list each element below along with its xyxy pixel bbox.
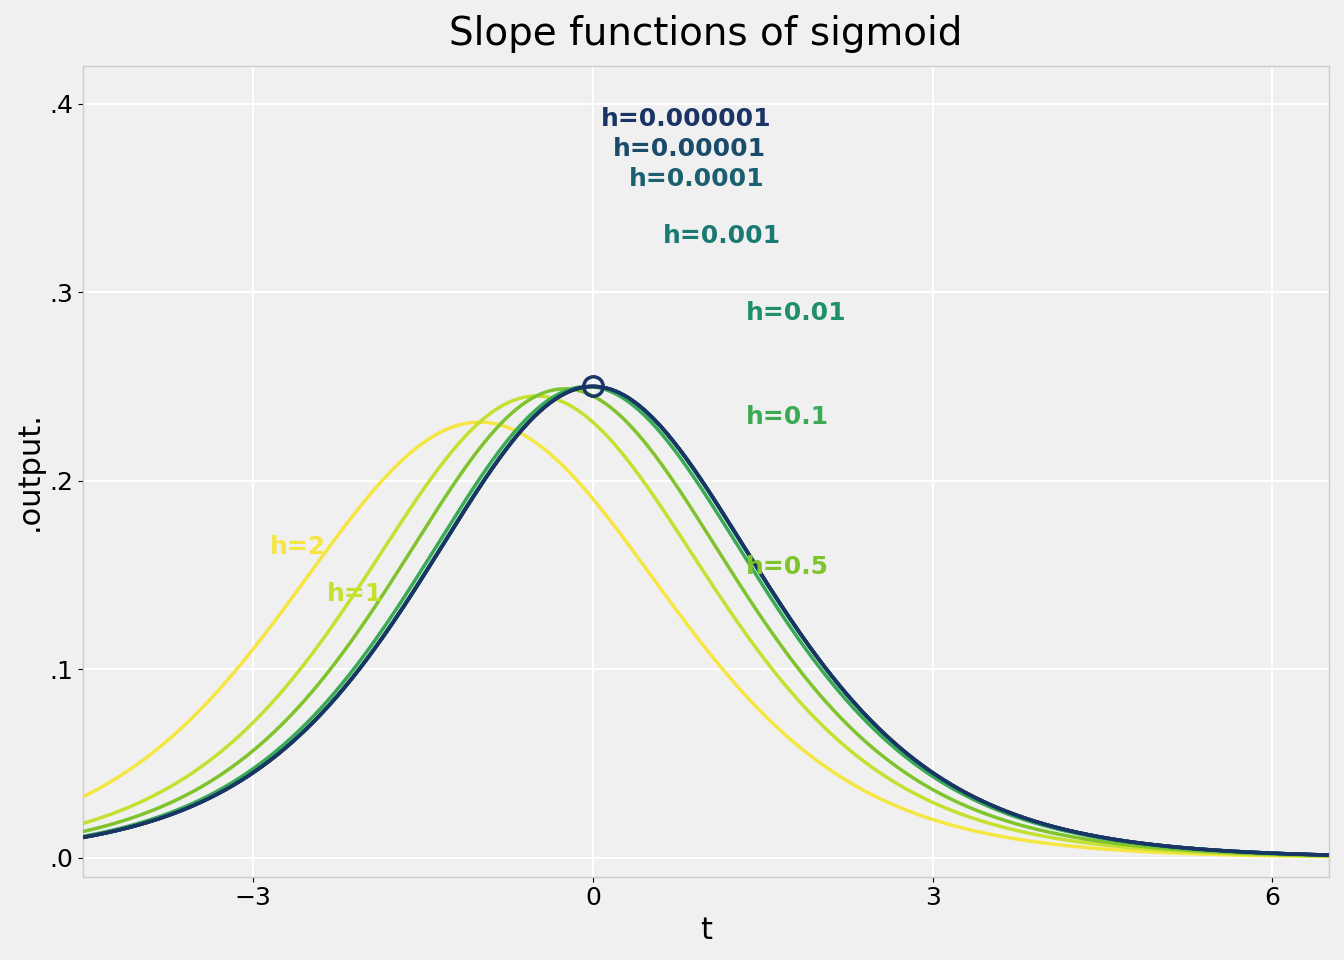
Text: h=2: h=2 [270,535,327,559]
Y-axis label: .output.: .output. [15,411,44,531]
Text: h=0.00001: h=0.00001 [613,137,766,161]
X-axis label: t: t [700,916,712,945]
Text: h=0.01: h=0.01 [746,300,847,324]
Text: h=0.000001: h=0.000001 [601,107,771,131]
Text: h=0.1: h=0.1 [746,404,829,428]
Title: Slope functions of sigmoid: Slope functions of sigmoid [449,15,962,53]
Text: h=0.001: h=0.001 [663,224,781,248]
Text: h=0.0001: h=0.0001 [629,167,765,191]
Text: h=0.5: h=0.5 [746,556,829,580]
Text: h=1: h=1 [327,582,383,606]
